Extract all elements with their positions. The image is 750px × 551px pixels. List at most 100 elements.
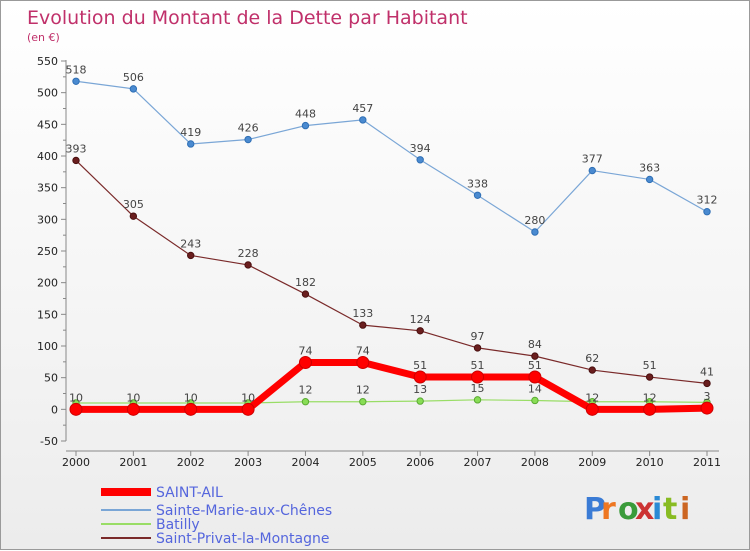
data-label: 419 (180, 126, 201, 139)
data-label: 338 (467, 177, 488, 190)
data-label: 51 (643, 359, 657, 372)
data-point (356, 355, 370, 369)
data-point (531, 228, 539, 236)
data-point (244, 261, 252, 269)
data-label: 133 (352, 307, 373, 320)
data-label: 51 (413, 359, 427, 372)
x-tick-label: 2002 (177, 456, 205, 469)
logo-letter: x (635, 492, 654, 527)
data-label: 41 (700, 365, 714, 378)
x-tick-label: 2009 (578, 456, 606, 469)
data-point (473, 344, 482, 352)
data-point (72, 156, 80, 165)
data-point (643, 402, 657, 416)
data-label: 393 (66, 142, 87, 155)
data-label: 426 (238, 122, 259, 135)
data-point (645, 175, 654, 184)
data-point (473, 396, 482, 404)
data-point (359, 398, 367, 406)
x-tick-label: 2010 (636, 456, 664, 469)
data-point (298, 355, 312, 369)
chart-subtitle: (en €) (27, 31, 60, 44)
data-point (416, 156, 424, 164)
data-point (416, 397, 424, 405)
data-point (471, 370, 485, 384)
y-tick-label: 550 (37, 55, 58, 68)
y-tick-label: 300 (37, 213, 58, 226)
data-point (187, 251, 195, 260)
legend-label: Sainte-Marie-aux-Chênes (156, 503, 332, 519)
chart-title: Evolution du Montant de la Dette par Hab… (27, 7, 468, 29)
proxiti-logo: Pr oxi t i (584, 492, 690, 527)
data-label: 51 (528, 359, 542, 372)
data-labels-2: 12 12 13 15 14 (298, 382, 541, 397)
data-label: 228 (238, 247, 259, 260)
series-layer: 10 10 10 10 74 74 51 51 51 12 12 3 518 506 419 426 448 45… (66, 63, 718, 416)
data-point (703, 208, 711, 216)
data-label: 12 (643, 391, 657, 404)
legend-label: SAINT-AIL (156, 485, 223, 501)
data-point (301, 290, 310, 298)
data-label: 97 (471, 330, 485, 343)
data-point (703, 379, 711, 388)
data-label: 74 (356, 344, 370, 357)
logo-letter: i (680, 492, 690, 527)
data-label: 12 (298, 384, 312, 397)
series-0 (69, 355, 714, 416)
y-tick-label: 250 (37, 245, 58, 258)
data-label: 10 (184, 391, 198, 404)
data-label: 280 (524, 214, 545, 227)
data-point (700, 401, 714, 415)
data-label: 182 (295, 276, 316, 289)
data-label: 363 (639, 161, 660, 174)
data-label: 518 (66, 63, 87, 76)
logo-letter: P (584, 492, 606, 527)
data-label: 457 (352, 102, 373, 115)
data-label: 506 (123, 71, 144, 84)
data-labels-1: 518 506 419 426 448 457 394 338 280 377 363 312 (66, 63, 718, 227)
y-tick-label: 50 (44, 372, 58, 385)
series-2 (72, 396, 711, 407)
data-label: 448 (295, 108, 316, 121)
y-tick-label: -50 (40, 435, 58, 448)
data-point (528, 370, 542, 384)
data-point (588, 366, 596, 374)
data-point (129, 85, 138, 93)
data-point (645, 373, 654, 381)
x-tick-label: 2005 (349, 456, 377, 469)
x-tick-label: 2011 (693, 456, 721, 469)
data-label: 10 (69, 391, 83, 404)
y-tick-label: 500 (37, 87, 58, 100)
x-tick-label: 2008 (521, 456, 549, 469)
legend: SAINT-AIL Sainte-Marie-aux-ChênesBatillyS… (101, 485, 332, 547)
y-tick-label: 0 (51, 403, 58, 416)
data-label: 62 (585, 352, 599, 365)
legend-label: Saint-Privat-la-Montagne (156, 531, 330, 547)
data-label: 12 (585, 391, 599, 404)
x-tick-label: 2000 (62, 456, 90, 469)
data-label: 12 (356, 384, 370, 397)
data-point (301, 398, 310, 406)
x-tick-label: 2003 (234, 456, 262, 469)
data-label: 305 (123, 198, 144, 211)
data-label: 84 (528, 338, 542, 351)
data-labels-0: 10 10 10 10 74 74 51 51 51 12 12 3 (69, 344, 711, 404)
data-point (187, 140, 195, 148)
data-label: 15 (471, 382, 485, 395)
data-label: 243 (180, 237, 201, 250)
data-label: 3 (704, 390, 711, 403)
data-point (588, 166, 596, 175)
y-tick-label: 150 (37, 308, 58, 321)
data-point (301, 121, 310, 130)
data-point (531, 396, 539, 405)
series-line (75, 160, 708, 384)
y-tick-label: 100 (37, 340, 58, 353)
series-3 (72, 156, 711, 388)
data-label: 10 (241, 391, 255, 404)
series-line (75, 80, 708, 233)
data-label: 394 (410, 142, 431, 155)
data-point (244, 135, 252, 144)
data-point (184, 402, 198, 416)
x-axis-ticks: 2000 2001 2002 2003 2004 2005 2006 2007 2008 2009… (62, 451, 721, 469)
